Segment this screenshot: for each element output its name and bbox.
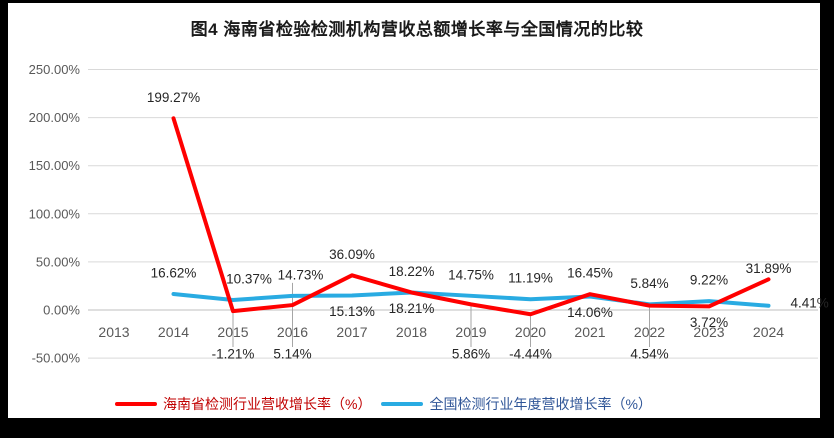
legend-item-hainan: 海南省检测行业营收增长率（%）	[115, 394, 371, 414]
data-label-hainan-2024: 31.89%	[746, 261, 792, 276]
x-tick-label: 2021	[574, 324, 605, 340]
data-label-national-2017: 15.13%	[329, 304, 375, 319]
data-label-hainan-2022: 4.54%	[630, 347, 668, 362]
legend-line-swatch-hainan	[115, 402, 157, 406]
data-label-hainan-2015: -1.21%	[212, 347, 255, 362]
y-tick-label: -50.00%	[32, 351, 81, 366]
data-label-national-2019: 14.75%	[448, 267, 494, 282]
series-line-hainan	[171, 116, 771, 317]
y-tick-label: 150.00%	[29, 158, 81, 173]
legend-item-national: 全国检测行业年度营收增长率（%）	[381, 394, 652, 414]
x-tick-label: 2024	[753, 324, 784, 340]
data-label-hainan-2018: 18.21%	[389, 301, 435, 316]
data-label-hainan-2017: 36.09%	[329, 247, 375, 262]
data-label-hainan-2020: -4.44%	[509, 347, 552, 362]
data-label-national-2014: 16.62%	[151, 266, 197, 281]
data-label-national-2018: 18.22%	[389, 264, 435, 279]
data-label-hainan-2016: 5.14%	[273, 347, 311, 362]
data-label-national-2022: 5.84%	[630, 276, 668, 291]
y-tick-label: 0.00%	[43, 303, 80, 318]
x-tick-label: 2017	[336, 324, 367, 340]
legend-label-hainan: 海南省检测行业营收增长率（%）	[163, 396, 372, 412]
x-tick-label: 2014	[158, 324, 189, 340]
y-tick-label: 50.00%	[36, 254, 81, 269]
data-label-hainan-2019: 5.86%	[452, 347, 490, 362]
x-tick-label: 2013	[98, 324, 129, 340]
data-label-national-2021: 14.06%	[567, 305, 613, 320]
data-label-hainan-2021: 16.45%	[567, 266, 613, 281]
x-tick-label: 2023	[693, 324, 724, 340]
data-label-national-2020: 11.19%	[508, 271, 553, 286]
y-tick-label: 100.00%	[29, 206, 81, 221]
chart-title: 图4 海南省检验检测机构营收总额增长率与全国情况的比较	[190, 20, 644, 39]
legend-label-national: 全国检测行业年度营收增长率（%）	[429, 396, 652, 412]
data-label-hainan-2023: 3.72%	[690, 315, 728, 330]
series-line-national	[171, 290, 771, 308]
y-tick-label: 250.00%	[29, 62, 81, 77]
data-label-national-2016: 14.73%	[278, 267, 324, 282]
x-tick-label: 2018	[396, 324, 427, 340]
data-label-national-2024: 4.41%	[791, 295, 829, 310]
data-label-national-2015: 10.37%	[226, 272, 272, 287]
legend: 海南省检测行业营收增长率（%） 全国检测行业年度营收增长率（%）	[115, 394, 652, 414]
data-label-national-2023: 9.22%	[690, 273, 728, 288]
legend-line-swatch-national	[381, 402, 424, 406]
y-tick-label: 200.00%	[29, 110, 81, 125]
chart-surface	[8, 3, 820, 418]
data-label-hainan-2014: 199.27%	[147, 90, 200, 105]
